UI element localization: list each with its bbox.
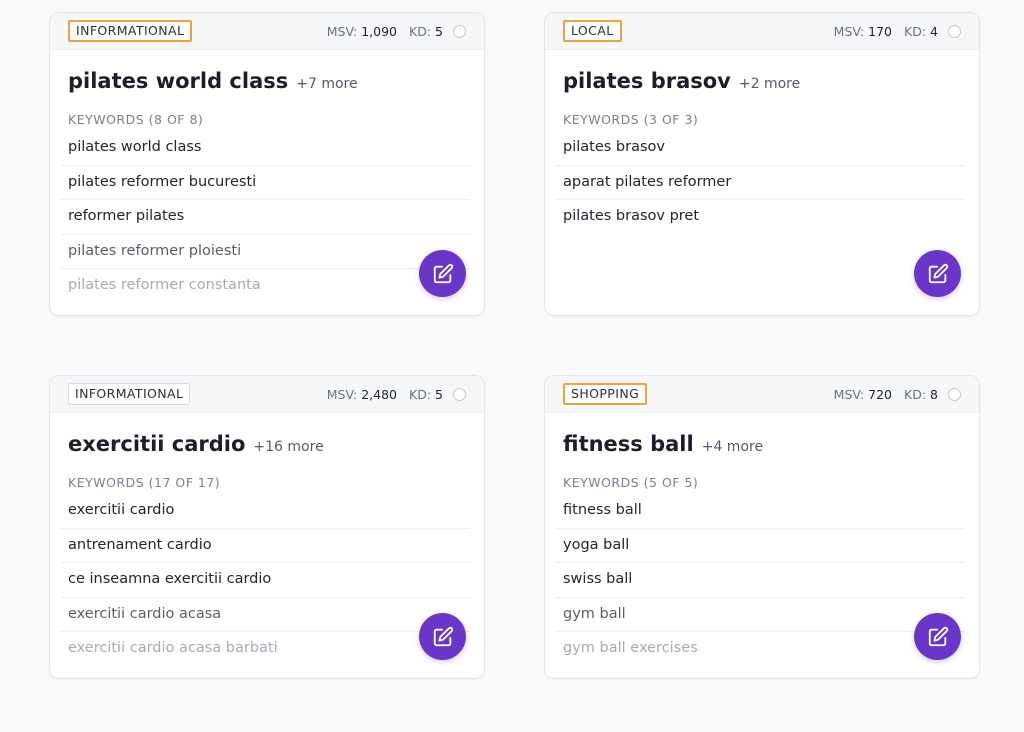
msv-value: 1,090: [361, 23, 397, 39]
msv-value: 170: [868, 23, 892, 39]
more-link[interactable]: +16 more: [253, 439, 324, 455]
keyword-item: yoga ball: [555, 529, 965, 563]
kd-label: KD:: [409, 23, 432, 39]
edit-button[interactable]: [419, 613, 466, 660]
card-header: INFORMATIONAL MSV: 2,480 KD: 5: [50, 376, 484, 413]
keywords-heading: KEYWORDS (3 OF 3): [563, 112, 699, 127]
keyword-list: pilates brasov aparat pilates reformer p…: [555, 131, 965, 234]
keyword-item: reformer pilates: [60, 200, 470, 235]
edit-icon: [928, 626, 948, 646]
keyword-item: pilates brasov pret: [563, 208, 700, 224]
keyword-item: pilates brasov: [555, 131, 965, 166]
msv-label: MSV:: [833, 23, 865, 39]
metrics: MSV: 170 KD: 4: [834, 13, 961, 49]
keyword-item: pilates world class: [60, 131, 470, 166]
keyword-item: exercitii cardio: [60, 494, 470, 529]
keyword-item: pilates reformer ploiesti: [60, 235, 470, 269]
topic-card: SHOPPING MSV: 720 KD: 8 fitness ball +4 …: [544, 375, 980, 679]
edit-button[interactable]: [914, 250, 961, 297]
card-header: LOCAL MSV: 170 KD: 4: [545, 13, 979, 50]
intent-badge: INFORMATIONAL: [68, 20, 193, 42]
kd-value: 5: [435, 23, 443, 39]
topic-row: pilates world class +7 more: [68, 69, 358, 93]
card-header: SHOPPING MSV: 720 KD: 8: [545, 376, 979, 413]
intent-badge: INFORMATIONAL: [68, 383, 191, 405]
keyword-list: fitness ball yoga ball swiss ball gym ba…: [555, 494, 965, 666]
edit-button[interactable]: [419, 250, 466, 297]
keyword-item: antrenament cardio: [60, 529, 470, 563]
msv-label: MSV:: [326, 386, 358, 402]
msv-label: MSV:: [326, 23, 358, 39]
keywords-heading: KEYWORDS (8 OF 8): [68, 112, 204, 127]
keyword-item: pilates reformer bucuresti: [60, 166, 470, 200]
kd-value: 4: [930, 23, 938, 39]
topic-row: pilates brasov +2 more: [563, 69, 800, 93]
keyword-item: gym ball: [555, 598, 965, 632]
more-link[interactable]: +4 more: [701, 439, 764, 455]
keyword-item: swiss ball: [555, 563, 965, 598]
keyword-item: pilates reformer constanta: [68, 277, 261, 293]
keyword-list: exercitii cardio antrenament cardio ce i…: [60, 494, 470, 666]
edit-icon: [928, 263, 948, 283]
metrics: MSV: 2,480 KD: 5: [327, 376, 466, 412]
keyword-item: gym ball exercises: [563, 640, 698, 656]
msv-label: MSV:: [833, 386, 865, 402]
select-checkbox[interactable]: [453, 24, 466, 38]
keyword-list: pilates world class pilates reformer buc…: [60, 131, 470, 303]
topic-row: fitness ball +4 more: [563, 432, 763, 456]
select-checkbox[interactable]: [948, 387, 961, 401]
topic-title[interactable]: pilates world class: [68, 69, 289, 93]
topic-title[interactable]: fitness ball: [563, 432, 694, 456]
topic-card: LOCAL MSV: 170 KD: 4 pilates brasov +2 m…: [544, 12, 980, 316]
topic-card: INFORMATIONAL MSV: 2,480 KD: 5 exercitii…: [49, 375, 485, 679]
topic-title[interactable]: pilates brasov: [563, 69, 731, 93]
metrics: MSV: 720 KD: 8: [834, 376, 961, 412]
metrics: MSV: 1,090 KD: 5: [327, 13, 466, 49]
card-header: INFORMATIONAL MSV: 1,090 KD: 5: [50, 13, 484, 50]
keywords-heading: KEYWORDS (5 OF 5): [563, 475, 699, 490]
select-checkbox[interactable]: [948, 24, 961, 38]
topic-card: INFORMATIONAL MSV: 1,090 KD: 5 pilates w…: [49, 12, 485, 316]
kd-value: 5: [435, 386, 443, 402]
intent-badge: LOCAL: [563, 20, 622, 42]
keyword-item: ce inseamna exercitii cardio: [60, 563, 470, 598]
kd-label: KD:: [904, 23, 927, 39]
kd-label: KD:: [409, 386, 432, 402]
edit-icon: [433, 263, 453, 283]
keyword-item: aparat pilates reformer: [555, 166, 965, 200]
topic-title[interactable]: exercitii cardio: [68, 432, 246, 456]
more-link[interactable]: +2 more: [738, 76, 801, 92]
kd-value: 8: [930, 386, 938, 402]
select-checkbox[interactable]: [453, 387, 466, 401]
topic-row: exercitii cardio +16 more: [68, 432, 324, 456]
intent-badge: SHOPPING: [563, 383, 648, 405]
more-link[interactable]: +7 more: [296, 76, 358, 92]
keyword-item: exercitii cardio acasa: [60, 598, 470, 632]
keywords-heading: KEYWORDS (17 OF 17): [68, 475, 221, 490]
keyword-item: exercitii cardio acasa barbati: [68, 640, 278, 656]
keyword-item: fitness ball: [555, 494, 965, 529]
kd-label: KD:: [904, 386, 927, 402]
msv-value: 720: [868, 386, 892, 402]
msv-value: 2,480: [361, 386, 397, 402]
edit-icon: [433, 626, 453, 646]
edit-button[interactable]: [914, 613, 961, 660]
